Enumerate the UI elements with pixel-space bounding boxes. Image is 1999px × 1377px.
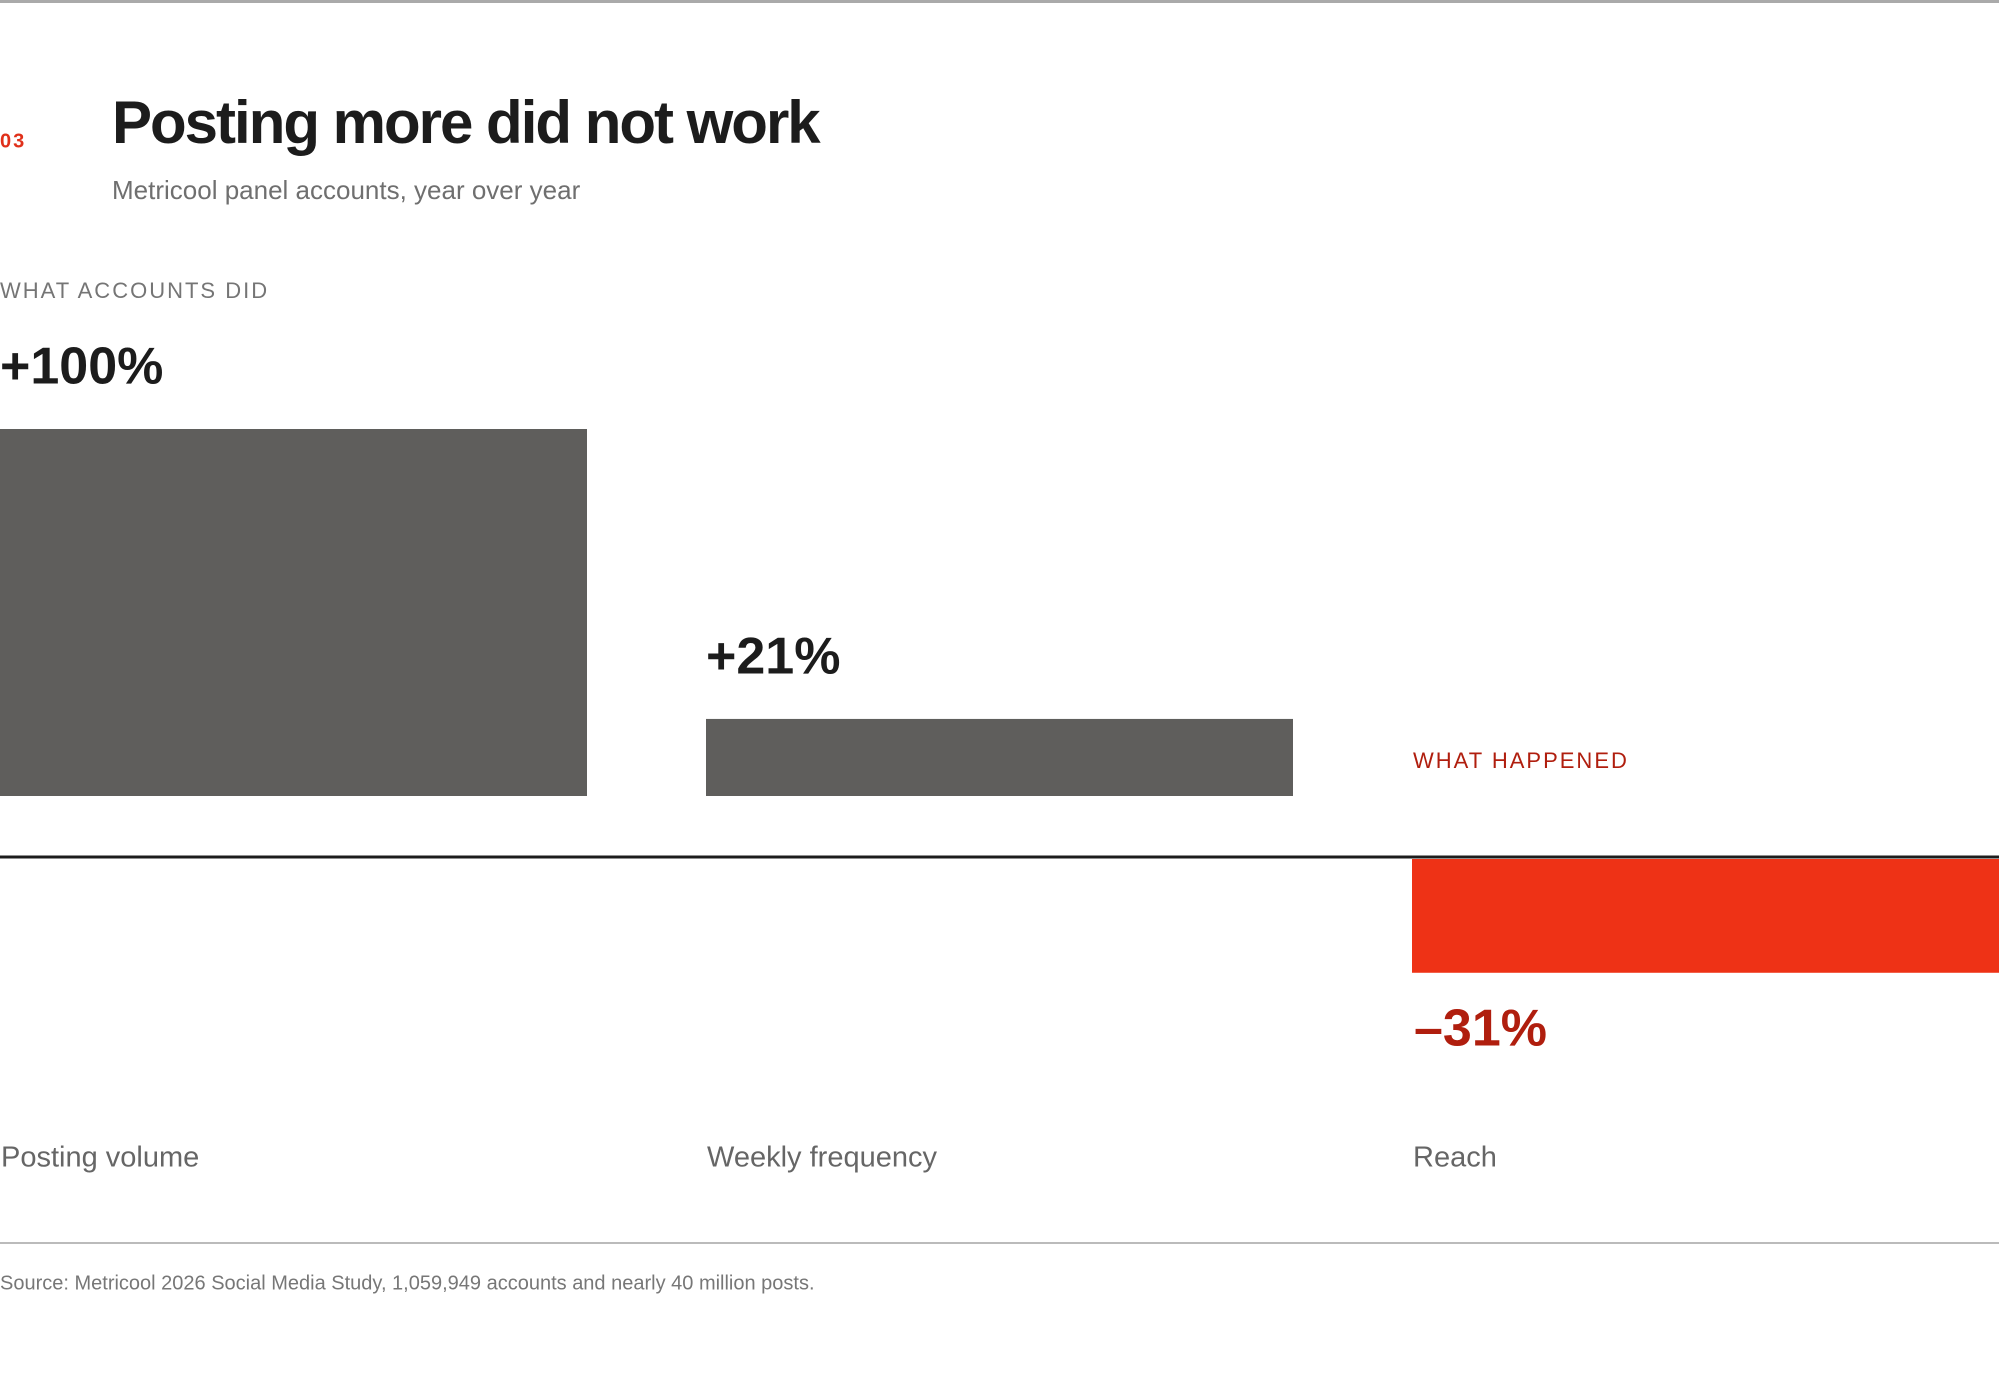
bar: [1412, 859, 1999, 973]
category-label: Weekly frequency: [707, 1142, 937, 1174]
bar: [706, 718, 1293, 796]
section-number: 03: [0, 130, 26, 152]
source-note: Source: Metricool 2026 Social Media Stud…: [0, 1272, 815, 1294]
value-label: +100%: [0, 338, 163, 396]
annotation: WHAT HAPPENED: [1413, 748, 1629, 773]
value-label: –31%: [1414, 1000, 1547, 1058]
value-label: +21%: [706, 628, 840, 686]
chart-subtitle: Metricool panel accounts, year over year: [112, 175, 581, 205]
category-label: Reach: [1413, 1142, 1497, 1174]
chart-title: Posting more did not work: [112, 89, 821, 156]
bar: [0, 429, 587, 796]
category-label: Posting volume: [1, 1142, 199, 1174]
annotation: WHAT ACCOUNTS DID: [0, 278, 269, 303]
